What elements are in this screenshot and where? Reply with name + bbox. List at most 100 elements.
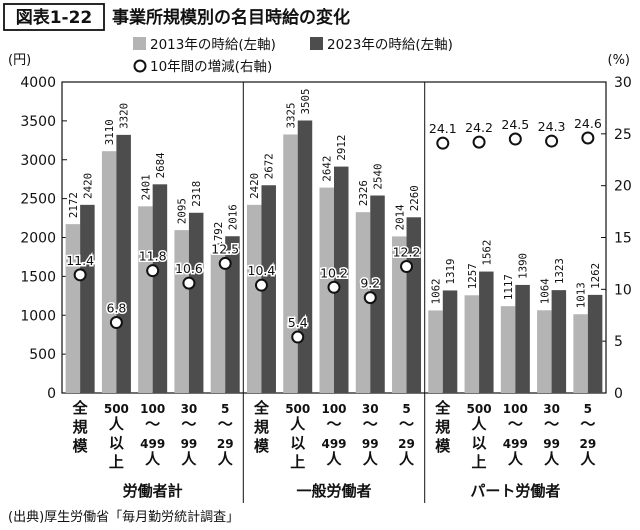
bar-label-2023: 3320 bbox=[118, 103, 131, 129]
change-marker bbox=[436, 136, 450, 150]
left-tick-label: 2500 bbox=[20, 192, 56, 208]
category-label: 全規模 bbox=[434, 399, 451, 455]
bar-label-2023: 2912 bbox=[335, 135, 348, 161]
bar-label-2013: 1064 bbox=[538, 278, 551, 304]
bar-label-2013: 2642 bbox=[321, 156, 334, 182]
change-marker bbox=[472, 135, 486, 149]
category-label: 500 人以上 bbox=[104, 402, 129, 471]
figure-number: 図表1-22 bbox=[16, 7, 93, 28]
bar-label-2013: 1013 bbox=[575, 282, 588, 308]
category-label: 5 〜 29 人 bbox=[217, 402, 234, 468]
legend-label-2023: 2023年の時給(左軸) bbox=[327, 37, 453, 53]
bar-2023 bbox=[334, 166, 349, 393]
change-marker bbox=[218, 256, 232, 270]
legend-label-2013: 2013年の時給(左軸) bbox=[150, 37, 276, 53]
bar-2013 bbox=[174, 230, 189, 393]
right-tick-label: 25 bbox=[614, 127, 632, 143]
left-axis: 0 500 1000 1500 2000 2500 3000 3500 4000 bbox=[20, 75, 67, 402]
bars bbox=[65, 120, 603, 393]
left-tick-label: 500 bbox=[29, 347, 56, 363]
change-label: 24.2 bbox=[465, 120, 493, 135]
legend-marker-change bbox=[133, 59, 147, 73]
bar-label-2023: 1323 bbox=[553, 258, 566, 284]
bar-2013 bbox=[355, 212, 371, 393]
bar-2013 bbox=[210, 253, 226, 393]
bar-label-2013: 2095 bbox=[176, 198, 189, 224]
bar-label-2013: 2420 bbox=[248, 173, 261, 199]
change-marker bbox=[363, 291, 377, 305]
source-note: (出典)厚生労働省「毎月勤労統計調査」 bbox=[8, 509, 239, 525]
change-label: 5.4 bbox=[288, 315, 308, 330]
group-label: 一般労働者 bbox=[296, 482, 371, 500]
bar-label-2023: 1390 bbox=[517, 253, 530, 279]
category-label: 5 〜 29 人 bbox=[398, 402, 415, 468]
bar-2023 bbox=[225, 236, 240, 393]
category-label: 全規模 bbox=[72, 399, 89, 455]
bar-2023 bbox=[188, 212, 204, 393]
change-label: 10.2 bbox=[320, 265, 348, 280]
bar-2013 bbox=[392, 236, 407, 393]
right-tick-label: 10 bbox=[614, 282, 632, 298]
category-labels: 全規模 500 人以上 100 〜 499 人 30 〜 99 人 5 〜 29 人 全規模 500 人以上 100… bbox=[72, 399, 597, 471]
change-label: 24.5 bbox=[501, 117, 529, 132]
bar-2023 bbox=[551, 290, 567, 393]
legend-swatch-2013 bbox=[133, 37, 146, 50]
category-label: 30 〜 99 人 bbox=[362, 402, 379, 468]
change-label: 11.4 bbox=[66, 253, 94, 268]
bar-label-2013: 3325 bbox=[284, 102, 297, 128]
bar-label-2023: 2260 bbox=[408, 185, 421, 211]
bar-label-2013: 1117 bbox=[502, 274, 515, 300]
change-marker bbox=[73, 268, 87, 282]
category-label: 100 〜 499 人 bbox=[140, 402, 165, 468]
change-label: 24.3 bbox=[538, 119, 566, 134]
bar-2013 bbox=[428, 310, 443, 393]
bar-labels: 2172242031103320240126842095231817922016… bbox=[67, 88, 602, 308]
change-marker bbox=[146, 264, 160, 278]
bar-label-2013: 2014 bbox=[393, 204, 406, 230]
change-label: 10.6 bbox=[175, 261, 203, 276]
category-label: 5 〜 29 人 bbox=[580, 402, 597, 468]
legend-swatch-2023 bbox=[310, 37, 323, 50]
change-label: 12.5 bbox=[211, 241, 239, 256]
bar-label-2023: 1319 bbox=[444, 258, 457, 284]
bar-2023 bbox=[442, 290, 458, 393]
bar-label-2023: 1562 bbox=[480, 240, 493, 266]
left-tick-label: 0 bbox=[47, 386, 56, 402]
bar-label-2013: 1792 bbox=[212, 222, 225, 248]
bar-label-2023: 2420 bbox=[81, 173, 94, 199]
bar-2013 bbox=[319, 187, 334, 393]
right-tick-label: 30 bbox=[614, 75, 632, 91]
category-label: 30 〜 99 人 bbox=[543, 402, 560, 468]
right-tick-label: 20 bbox=[614, 179, 632, 195]
change-marker bbox=[109, 316, 123, 330]
bar-2023 bbox=[370, 195, 385, 393]
change-marker bbox=[254, 278, 268, 292]
left-tick-label: 3000 bbox=[20, 153, 56, 169]
left-axis-unit: (円) bbox=[8, 53, 31, 68]
legend-label-change: 10年間の増減(右軸) bbox=[150, 58, 272, 75]
category-label: 500 人以上 bbox=[285, 402, 310, 471]
change-marker bbox=[400, 260, 414, 274]
category-label: 500 人以上 bbox=[467, 402, 492, 471]
bar-2023 bbox=[587, 294, 603, 393]
bar-2023 bbox=[261, 185, 276, 393]
bar-2013 bbox=[101, 151, 117, 393]
change-label: 9.2 bbox=[360, 276, 380, 291]
change-label: 10.4 bbox=[248, 263, 276, 278]
bar-2023 bbox=[297, 120, 313, 393]
left-tick-label: 1500 bbox=[20, 269, 56, 285]
left-tick-label: 4000 bbox=[20, 75, 56, 91]
bar-label-2013: 2401 bbox=[139, 174, 152, 200]
bar-2023 bbox=[152, 184, 168, 393]
figure-number-box bbox=[3, 3, 105, 31]
legend: 2013年の時給(左軸) 2023年の時給(左軸) 10年間の増減(右軸) bbox=[133, 37, 453, 75]
bar-label-2023: 2672 bbox=[263, 153, 276, 179]
change-label: 12.2 bbox=[393, 245, 421, 260]
bar-2023 bbox=[479, 271, 494, 393]
bar-2013 bbox=[283, 134, 298, 393]
chart-title: 事業所規模別の名目時給の変化 bbox=[112, 7, 350, 28]
right-tick-label: 15 bbox=[614, 231, 632, 247]
change-marker bbox=[581, 131, 595, 145]
group-label: パート労働者 bbox=[470, 482, 560, 500]
